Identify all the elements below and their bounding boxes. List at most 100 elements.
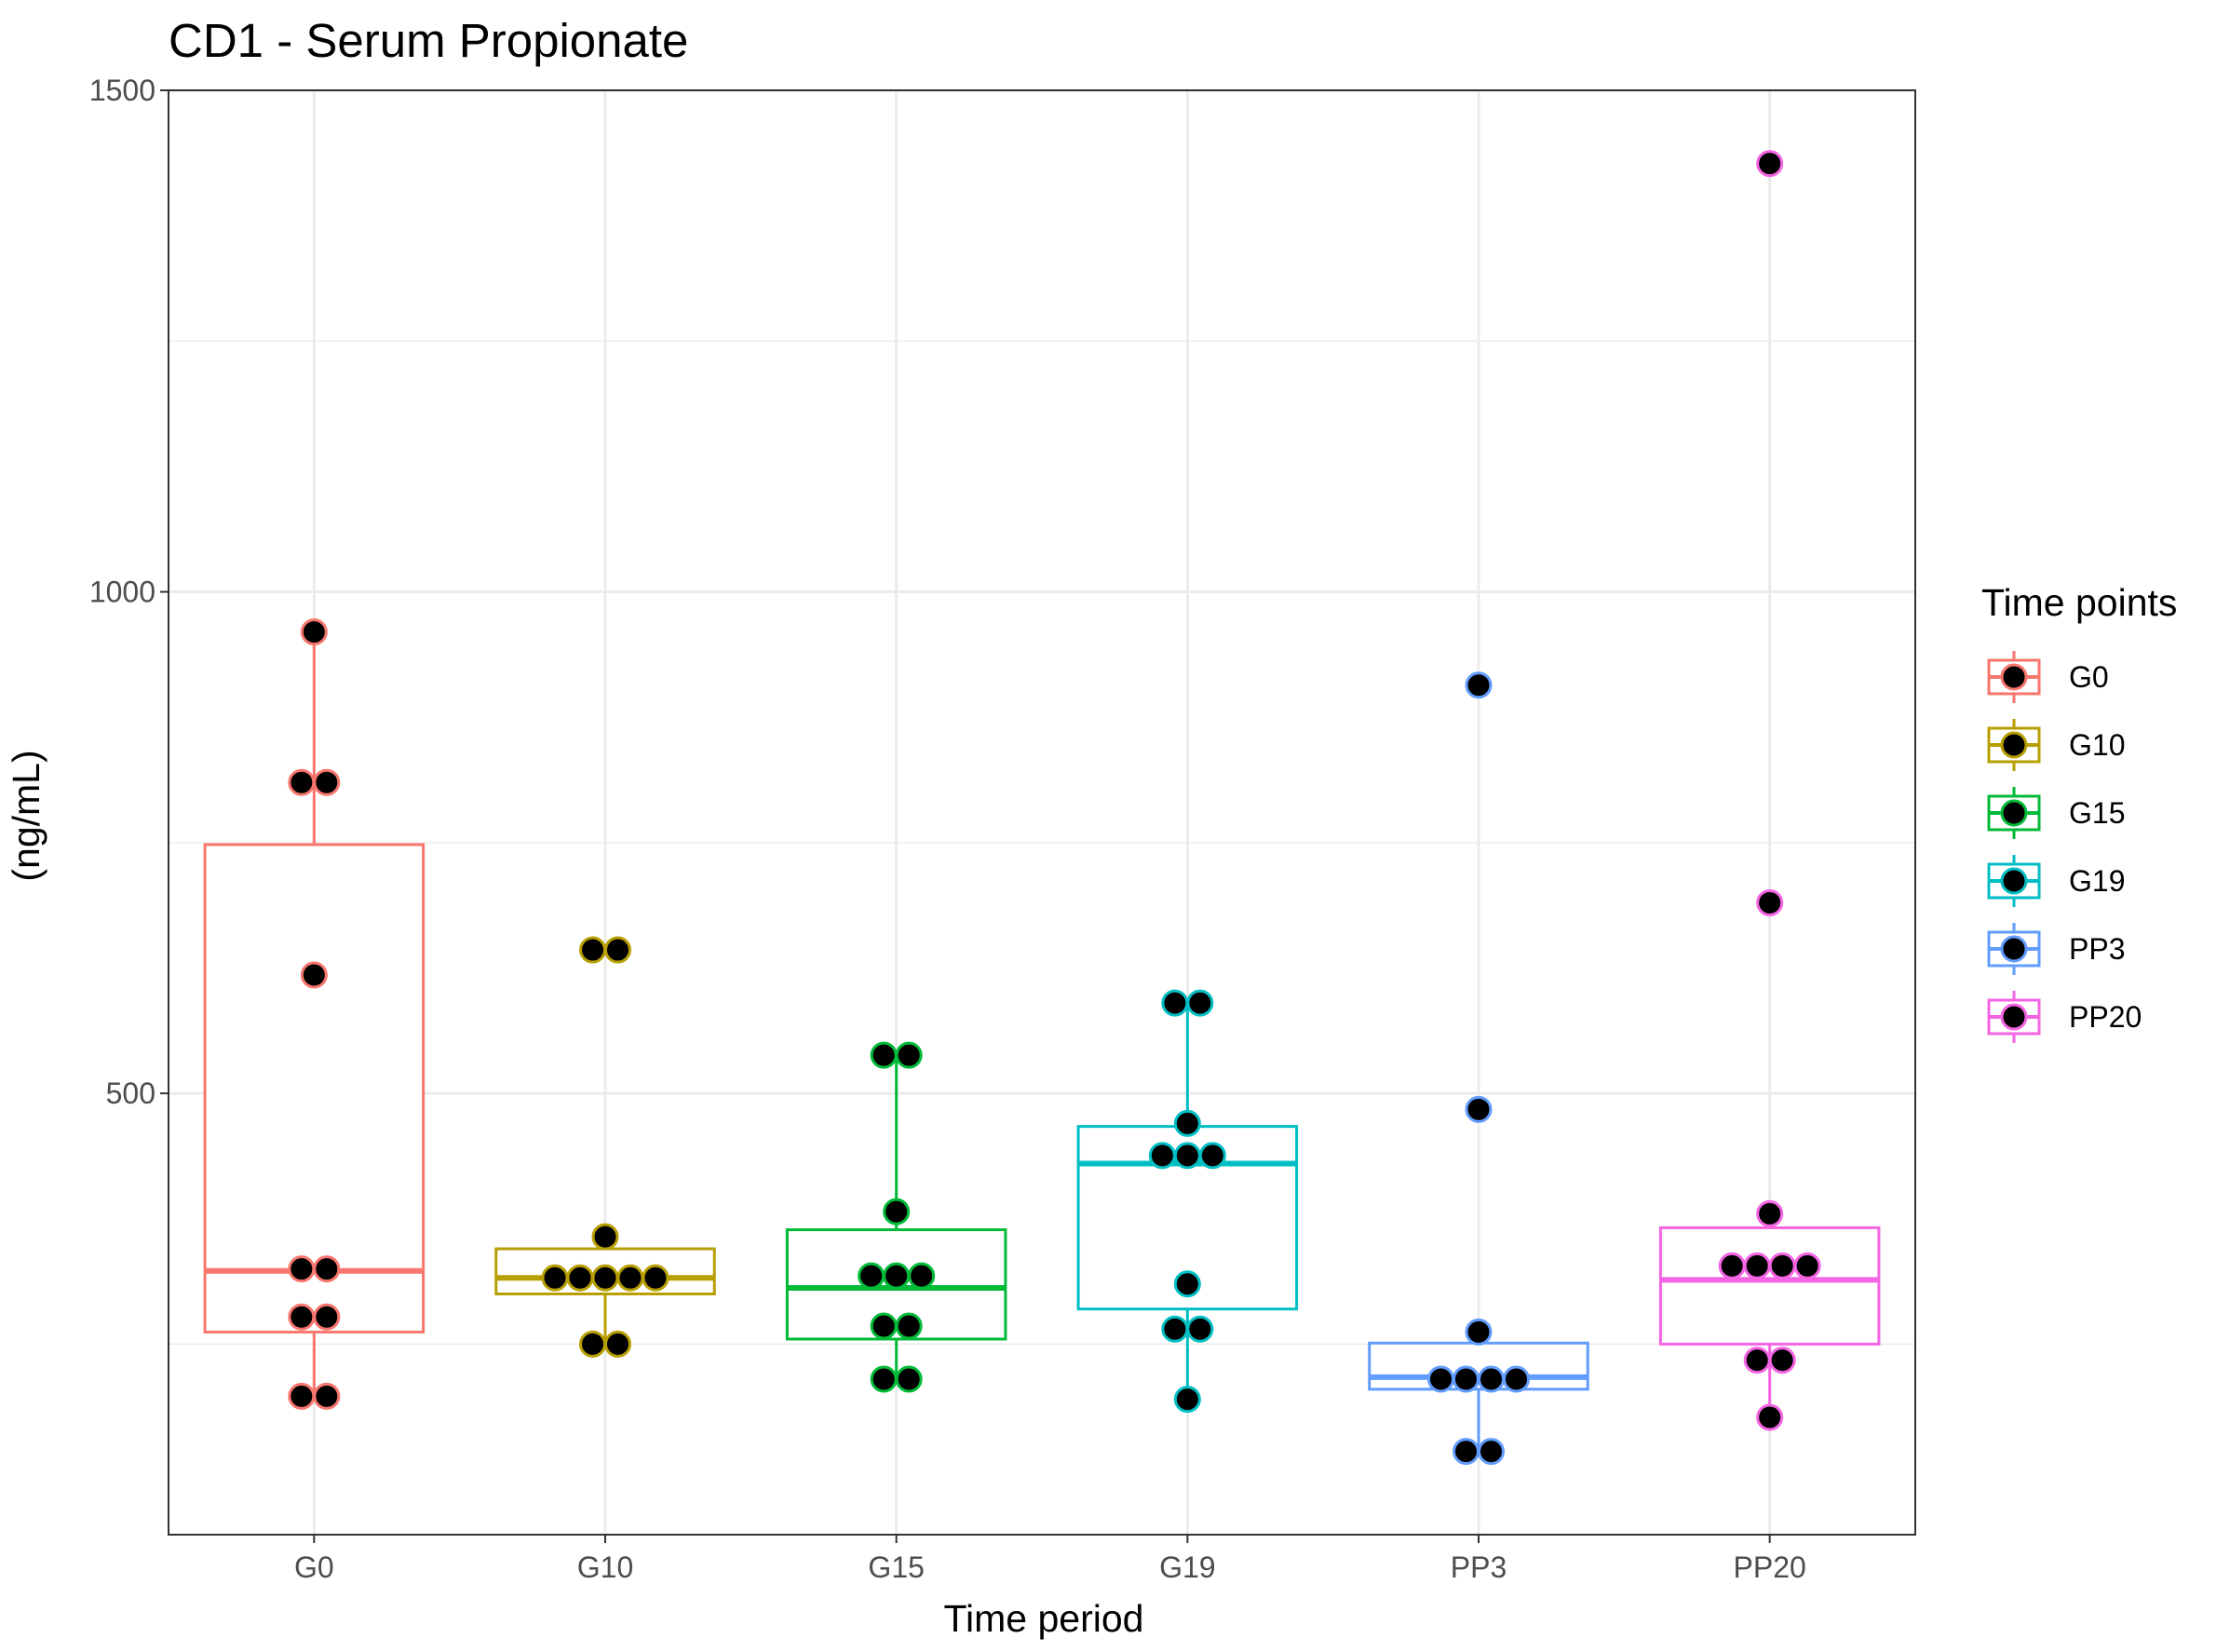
legend-key-G10: G10 — [1987, 719, 2125, 771]
legend-key-PP20: PP20 — [1987, 991, 2142, 1043]
x-tick-label: G15 — [868, 1550, 924, 1584]
data-point — [895, 1365, 923, 1393]
data-point — [1427, 1365, 1454, 1393]
x-tick-label: PP20 — [1734, 1550, 1806, 1584]
data-point — [1161, 989, 1189, 1017]
data-point — [1465, 1095, 1493, 1123]
data-point — [1173, 1142, 1201, 1170]
data-point — [1478, 1365, 1505, 1393]
legend-label: PP3 — [2069, 932, 2125, 966]
data-point — [1148, 1142, 1176, 1170]
data-point — [288, 768, 316, 796]
legend-point — [2000, 935, 2028, 963]
data-point — [870, 1041, 898, 1069]
box-iqr — [1658, 1225, 1881, 1346]
data-point — [883, 1262, 911, 1290]
y-tick-label: 1500 — [89, 74, 155, 107]
data-point — [1743, 1347, 1771, 1374]
data-point — [1453, 1365, 1480, 1393]
data-point — [895, 1041, 923, 1069]
data-point — [1756, 1199, 1784, 1227]
data-point — [313, 1303, 341, 1331]
data-point — [1186, 1315, 1214, 1343]
x-tick-label: G19 — [1159, 1550, 1215, 1584]
legend-key-G15: G15 — [1987, 787, 2125, 839]
data-point — [895, 1312, 923, 1340]
legend-key-G0: G0 — [1987, 651, 2109, 703]
data-point — [591, 1223, 619, 1251]
legend-point — [2000, 799, 2028, 827]
points-PP20 — [1718, 150, 1821, 1431]
data-point — [1453, 1438, 1480, 1466]
data-point — [1465, 1318, 1493, 1346]
y-tick-label: 500 — [106, 1077, 155, 1110]
data-point — [858, 1262, 885, 1290]
legend-point — [2000, 1003, 2028, 1031]
data-point — [908, 1262, 936, 1290]
data-point — [642, 1264, 669, 1292]
data-point — [579, 936, 606, 964]
legend-label: G19 — [2069, 864, 2125, 898]
points-G10 — [541, 936, 669, 1358]
data-point — [288, 1382, 316, 1410]
data-point — [1465, 671, 1493, 699]
data-point — [566, 1264, 594, 1292]
data-point — [300, 618, 328, 646]
points-G0 — [288, 618, 341, 1410]
legend-point — [2000, 663, 2028, 691]
data-point — [604, 936, 631, 964]
x-tick-label: G10 — [577, 1550, 633, 1584]
data-point — [604, 1330, 631, 1358]
box-iqr — [203, 843, 426, 1334]
data-point — [1743, 1252, 1771, 1280]
legend-label: PP20 — [2069, 1000, 2142, 1034]
data-point — [1161, 1315, 1189, 1343]
points-G19 — [1148, 989, 1226, 1414]
legend-label: G0 — [2069, 660, 2109, 694]
data-point — [1478, 1438, 1505, 1466]
legend-point — [2000, 731, 2028, 759]
data-point — [1186, 989, 1214, 1017]
data-point — [541, 1264, 569, 1292]
legend-key-PP3: PP3 — [1987, 923, 2125, 975]
points-G15 — [858, 1041, 936, 1393]
data-point — [1198, 1142, 1226, 1170]
data-point — [313, 1382, 341, 1410]
data-point — [1173, 1109, 1201, 1137]
legend-title: Time points — [1981, 581, 2177, 624]
x-tick-label: G0 — [294, 1550, 334, 1584]
x-axis-title: Time period — [944, 1597, 1144, 1640]
data-point — [870, 1365, 898, 1393]
legend: Time points G0 G10 G15 G19 PP3 PP20 — [1981, 581, 2177, 1043]
chart-title: CD1 - Serum Propionate — [169, 14, 688, 67]
point-layer — [288, 150, 1821, 1466]
legend-key-G19: G19 — [1987, 855, 2125, 907]
data-point — [1793, 1252, 1821, 1280]
data-point — [313, 1255, 341, 1283]
data-point — [1768, 1252, 1796, 1280]
box-PP20 — [1658, 1213, 1881, 1417]
data-point — [313, 768, 341, 796]
data-point — [1173, 1386, 1201, 1414]
data-point — [1756, 1403, 1784, 1431]
legend-keys: G0 G10 G15 G19 PP3 PP20 — [1987, 651, 2142, 1043]
legend-label: G15 — [2069, 796, 2125, 830]
points-PP3 — [1427, 671, 1530, 1466]
data-point — [616, 1264, 644, 1292]
data-point — [883, 1198, 911, 1225]
data-point — [1503, 1365, 1530, 1393]
x-tick-label: PP3 — [1451, 1550, 1507, 1584]
data-point — [870, 1312, 898, 1340]
y-axis-title: (ng/mL) — [5, 750, 47, 881]
axes: 500 1000 1500 G0 G10 G15 G19 PP3 PP20 — [89, 74, 1806, 1584]
y-tick-label: 1000 — [89, 575, 155, 609]
data-point — [1756, 150, 1784, 178]
data-point — [1768, 1347, 1796, 1374]
data-point — [591, 1264, 619, 1292]
legend-point — [2000, 867, 2028, 895]
data-point — [1173, 1270, 1201, 1298]
data-point — [288, 1303, 316, 1331]
plot-panel-border — [168, 89, 1916, 1536]
